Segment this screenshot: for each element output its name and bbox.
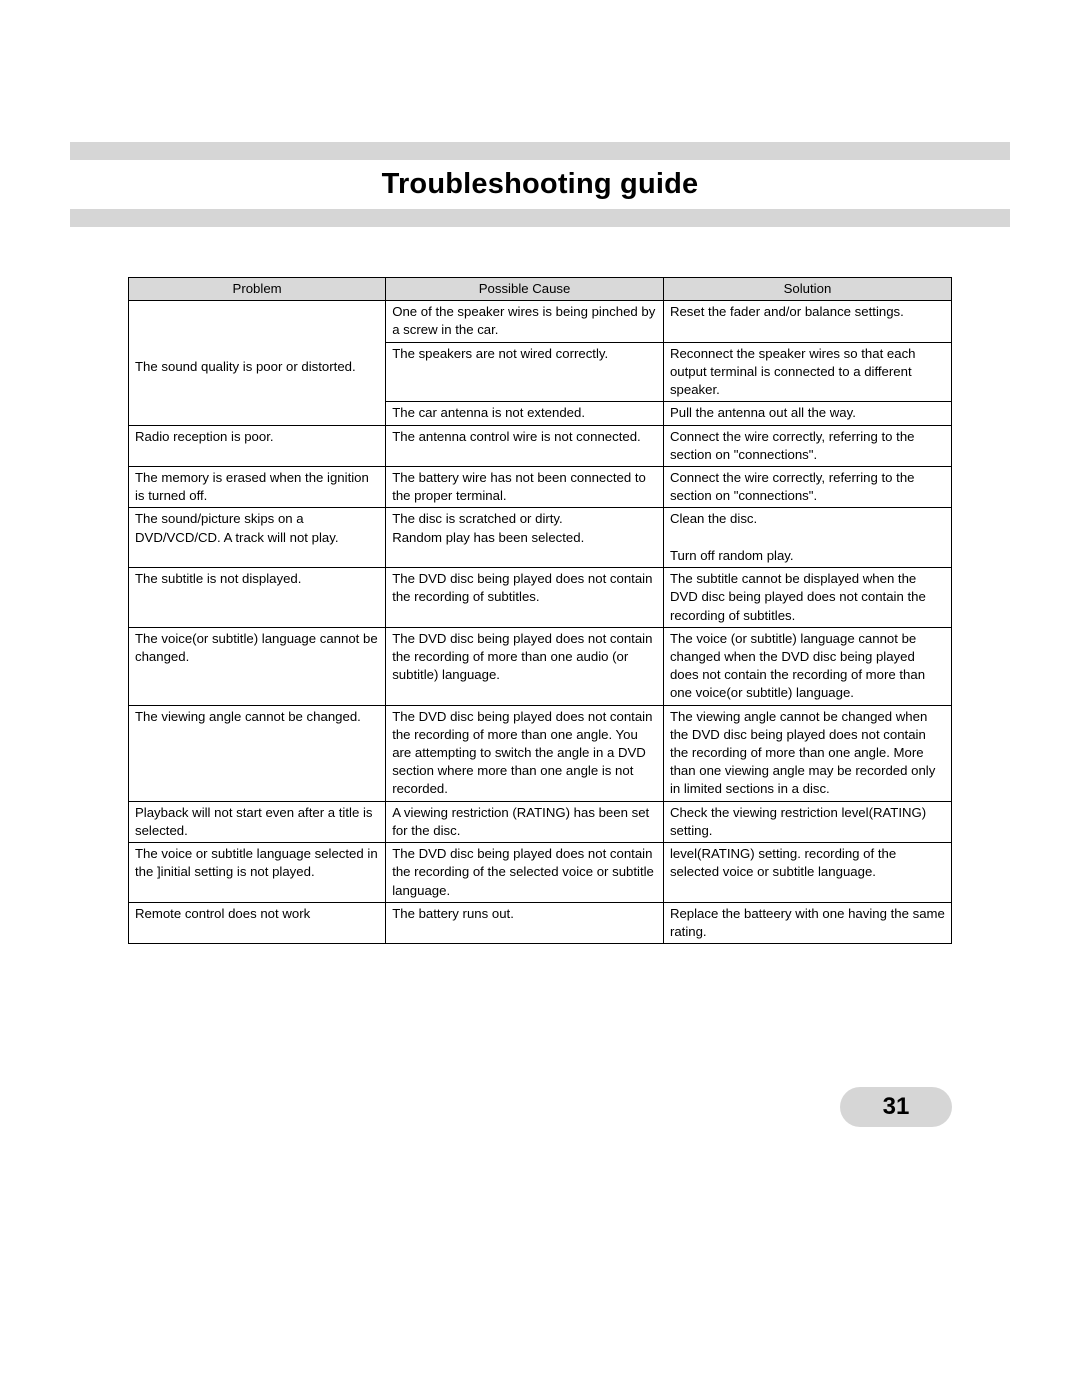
cell-problem: The sound quality is poor or distorted.	[129, 301, 386, 425]
cell-solution: Connect the wire correctly, referring to…	[663, 425, 951, 466]
cell-cause: The battery runs out.	[386, 902, 664, 943]
cell-problem: The voice or subtitle language selected …	[129, 843, 386, 903]
cell-cause: The battery wire has not been connected …	[386, 466, 664, 507]
cell-cause: The DVD disc being played does not conta…	[386, 568, 664, 628]
troubleshoot-table: Problem Possible Cause Solution The soun…	[128, 277, 952, 944]
cell-solution: The subtitle cannot be displayed when th…	[663, 568, 951, 628]
table-row: The voice or subtitle language selected …	[129, 843, 952, 903]
cell-cause: One of the speaker wires is being pinche…	[386, 301, 664, 342]
cell-solution: level(RATING) setting. recording of the …	[663, 843, 951, 903]
cell-solution: Replace the batteery with one having the…	[663, 902, 951, 943]
cell-solution: The voice (or subtitle) language cannot …	[663, 627, 951, 705]
table-row: The memory is erased when the ignition i…	[129, 466, 952, 507]
cell-cause: The DVD disc being played does not conta…	[386, 627, 664, 705]
cell-solution: The viewing angle cannot be changed when…	[663, 705, 951, 801]
cell-solution: Clean the disc. Turn off random play.	[663, 508, 951, 568]
table-row: The sound quality is poor or distorted. …	[129, 301, 952, 342]
cell-problem: The viewing angle cannot be changed.	[129, 705, 386, 801]
col-cause: Possible Cause	[386, 278, 664, 301]
table-row: Playback will not start even after a tit…	[129, 801, 952, 842]
table-row: The viewing angle cannot be changed. The…	[129, 705, 952, 801]
cell-cause: The car antenna is not extended.	[386, 402, 664, 425]
col-problem: Problem	[129, 278, 386, 301]
col-solution: Solution	[663, 278, 951, 301]
cell-problem: Radio reception is poor.	[129, 425, 386, 466]
cell-cause: A viewing restriction (RATING) has been …	[386, 801, 664, 842]
cell-cause: The speakers are not wired correctly.	[386, 342, 664, 402]
cell-cause: The DVD disc being played does not conta…	[386, 705, 664, 801]
cell-cause: The disc is scratched or dirty. Random p…	[386, 508, 664, 568]
page-number: 31	[840, 1087, 952, 1127]
cell-solution: Check the viewing restriction level(RATI…	[663, 801, 951, 842]
cell-cause: The DVD disc being played does not conta…	[386, 843, 664, 903]
table-row: Radio reception is poor. The antenna con…	[129, 425, 952, 466]
cell-solution: Reconnect the speaker wires so that each…	[663, 342, 951, 402]
cell-cause: The antenna control wire is not connecte…	[386, 425, 664, 466]
table-row: The voice(or subtitle) language cannot b…	[129, 627, 952, 705]
header-rule-bottom	[70, 209, 1010, 227]
table-row: Remote control does not work The battery…	[129, 902, 952, 943]
page: Troubleshooting guide Problem Possible C…	[0, 0, 1080, 1397]
header-area: Troubleshooting guide	[0, 0, 1080, 227]
cell-problem: The sound/picture skips on a DVD/VCD/CD.…	[129, 508, 386, 568]
cell-solution: Connect the wire correctly, referring to…	[663, 466, 951, 507]
page-title: Troubleshooting guide	[0, 168, 1080, 201]
troubleshoot-table-wrap: Problem Possible Cause Solution The soun…	[128, 277, 952, 944]
header-rule-top	[70, 142, 1010, 160]
table-row: The subtitle is not displayed. The DVD d…	[129, 568, 952, 628]
cell-solution: Pull the antenna out all the way.	[663, 402, 951, 425]
table-header-row: Problem Possible Cause Solution	[129, 278, 952, 301]
cell-solution: Reset the fader and/or balance settings.	[663, 301, 951, 342]
cell-problem: The voice(or subtitle) language cannot b…	[129, 627, 386, 705]
cell-problem: The memory is erased when the ignition i…	[129, 466, 386, 507]
cell-problem: Remote control does not work	[129, 902, 386, 943]
cell-problem: The subtitle is not displayed.	[129, 568, 386, 628]
cell-problem: Playback will not start even after a tit…	[129, 801, 386, 842]
table-row: The sound/picture skips on a DVD/VCD/CD.…	[129, 508, 952, 568]
